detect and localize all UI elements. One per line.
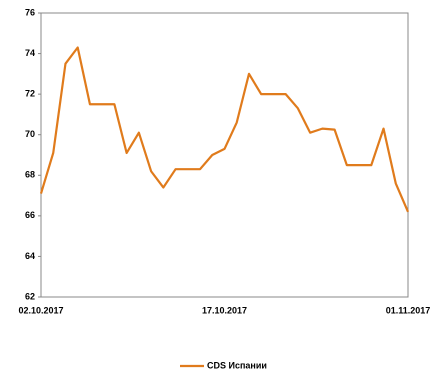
y-tick-label: 68 — [25, 170, 35, 180]
y-tick-label: 74 — [25, 48, 35, 58]
data-line — [39, 46, 410, 213]
x-tick-label: 02.10.2017 — [18, 305, 63, 315]
y-tick-label: 66 — [25, 210, 35, 220]
x-tick-label: 17.10.2017 — [202, 305, 247, 315]
y-tick-label: 72 — [25, 89, 35, 99]
y-tick-label: 64 — [25, 251, 35, 261]
y-tick-label: 70 — [25, 129, 35, 139]
y-tick-label: 76 — [25, 7, 35, 17]
legend-label: CDS Испании — [207, 360, 267, 370]
y-tick-label: 62 — [25, 291, 35, 301]
plot-frame — [40, 12, 409, 298]
x-tick-label: 01.11.2017 — [386, 305, 431, 315]
